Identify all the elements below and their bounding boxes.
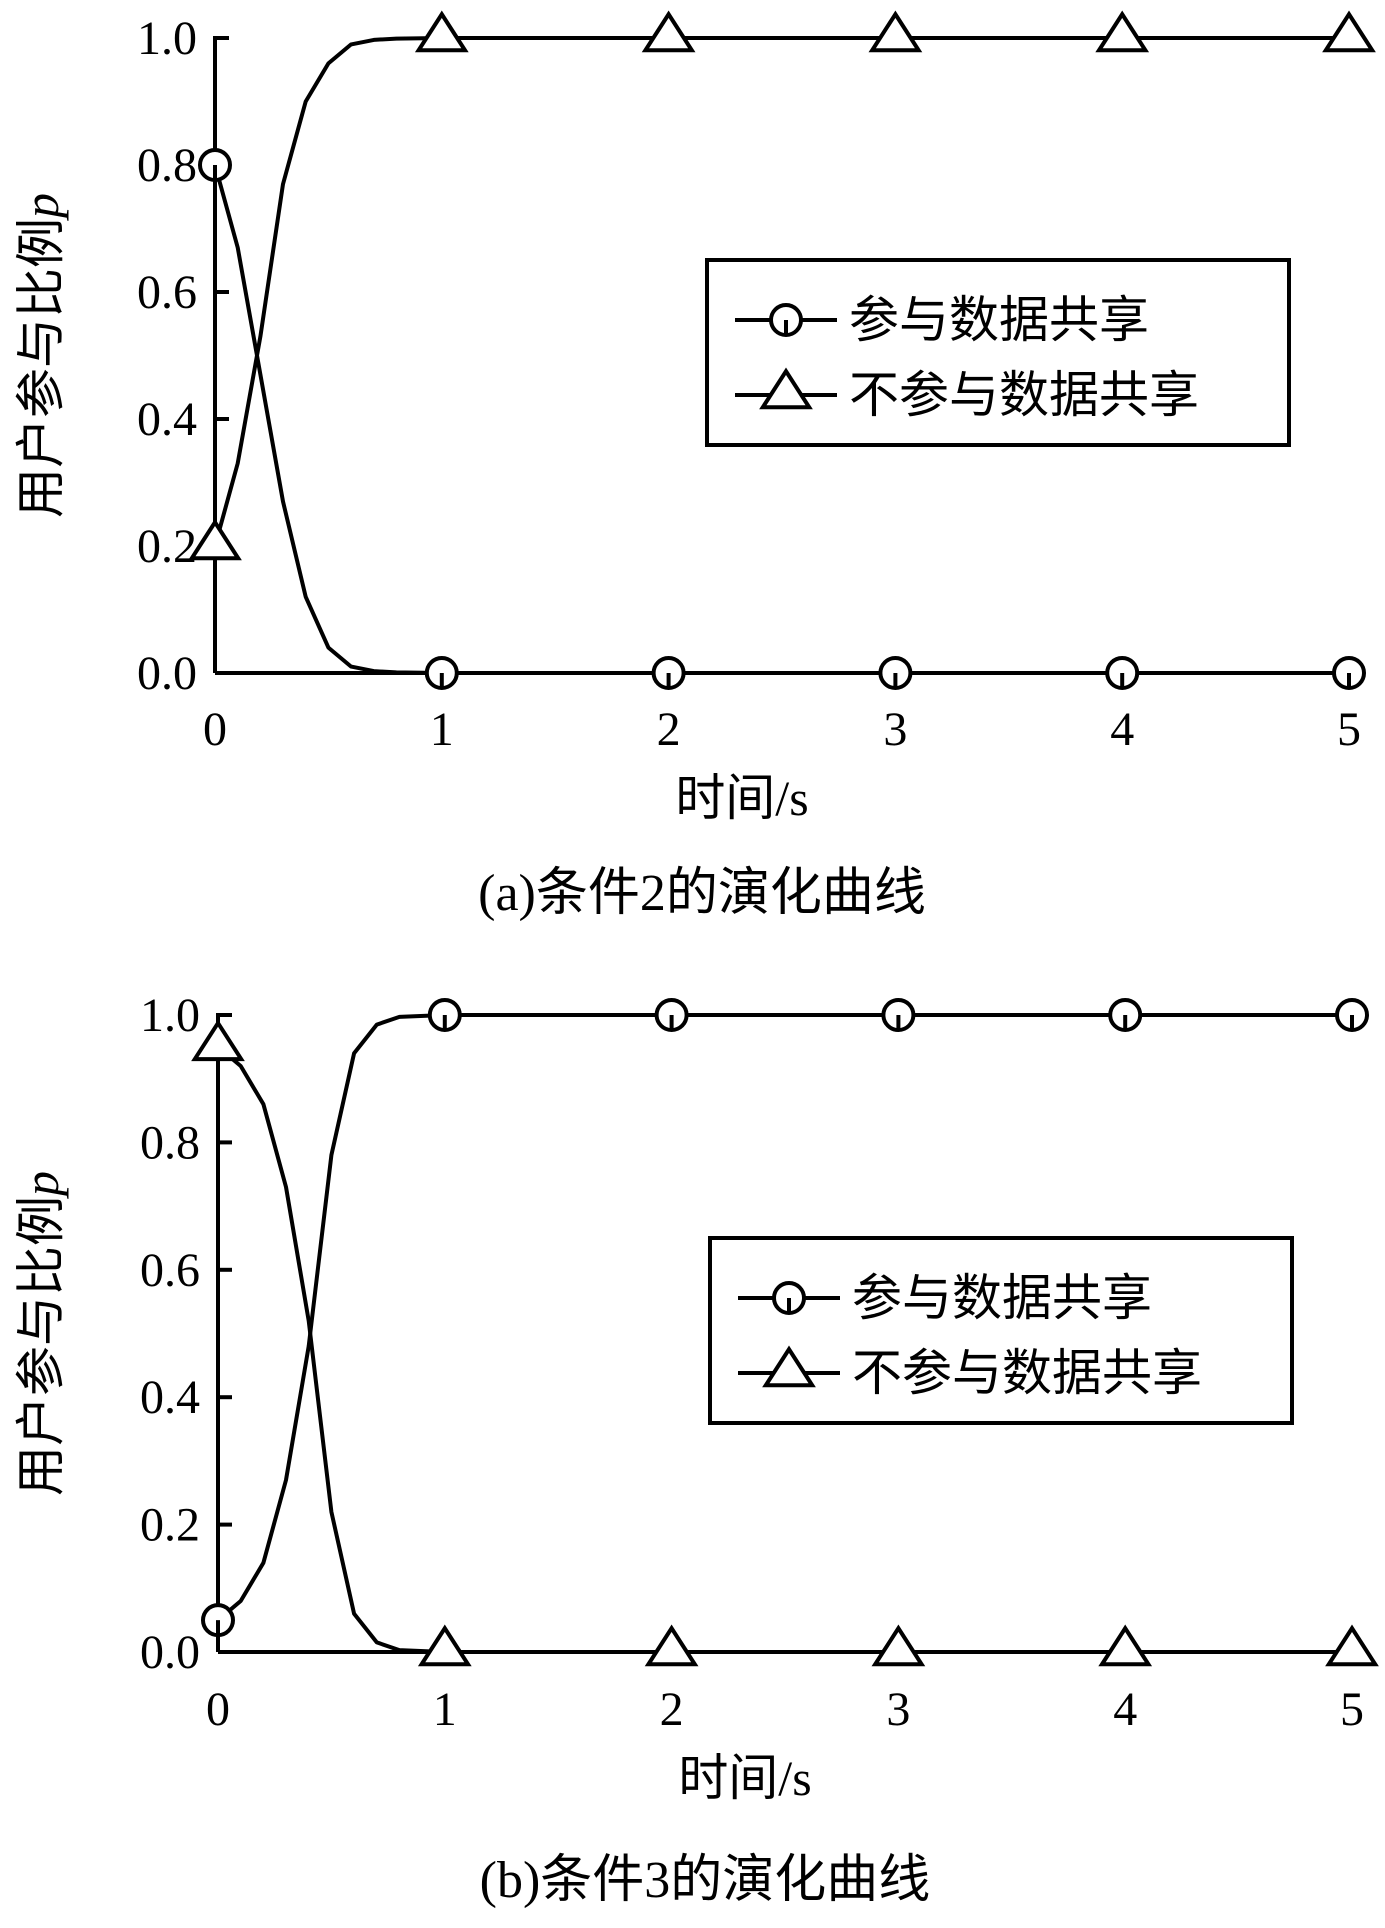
y-tick-label: 1.0 (140, 989, 200, 1042)
chart-caption: (b)条件3的演化曲线 (480, 1852, 931, 1909)
x-tick-label: 0 (203, 703, 227, 756)
y-axis-label: 用户参与比例p (13, 1171, 69, 1496)
y-tick-label: 1.0 (137, 12, 197, 65)
triangle-marker (414, 10, 469, 53)
triangle-marker (1322, 10, 1376, 53)
x-tick-label: 1 (430, 703, 454, 756)
triangle-marker (759, 367, 813, 410)
triangle-marker (762, 1345, 816, 1388)
chart-panel-a: 0.0 0.2 0.4 0.6 0.8 1.0 0 1 2 3 4 5 时间/s 用户参与比例p (a)条件… (13, 10, 1376, 922)
legend-label: 不参与数据共享 (852, 1345, 1202, 1401)
triangle-marker (417, 1624, 472, 1667)
series-line-not-participate (213, 36, 1349, 547)
y-axis-label-var: p (13, 1171, 69, 1199)
x-tick-label: 0 (206, 1683, 230, 1736)
y-axis-label-var: p (13, 193, 69, 221)
triangle-marker (1095, 10, 1150, 53)
legend-label: 不参与数据共享 (849, 367, 1199, 423)
y-tick-label: 0.4 (137, 393, 197, 446)
x-tick-label: 2 (657, 703, 681, 756)
series-line-participate (216, 1013, 1352, 1622)
y-tick-label: 0.6 (140, 1244, 200, 1297)
x-tick-label: 1 (433, 1683, 457, 1736)
triangle-marker (868, 10, 923, 53)
y-axis-label-group: 用户参与比例p (13, 1171, 69, 1496)
x-axis-label: 时间/s (675, 770, 808, 826)
series-line-not-participate (216, 1045, 1352, 1654)
x-tick-label: 2 (660, 1683, 684, 1736)
y-tick-label: 0.0 (137, 647, 197, 700)
y-tick-label: 0.0 (140, 1626, 200, 1679)
x-tick-label: 4 (1110, 703, 1134, 756)
triangle-marker (191, 1019, 245, 1062)
y-tick-label: 0.2 (137, 520, 197, 573)
y-tick-label: 0.2 (140, 1499, 200, 1552)
triangle-marker (644, 1624, 699, 1667)
triangle-marker (1098, 1624, 1153, 1667)
legend-label: 参与数据共享 (852, 1270, 1152, 1326)
legend-label: 参与数据共享 (849, 292, 1149, 348)
triangle-marker (641, 10, 696, 53)
triangle-marker (188, 518, 242, 561)
chart-caption: (a)条件2的演化曲线 (478, 865, 926, 922)
x-tick-label: 3 (886, 1683, 910, 1736)
triangle-marker (1325, 1624, 1379, 1667)
legend-box (705, 258, 1291, 447)
legend-box (708, 1236, 1294, 1425)
y-axis-label: 用户参与比例p (13, 193, 69, 518)
y-axis-label-group: 用户参与比例p (13, 193, 69, 518)
y-tick-label: 0.6 (137, 266, 197, 319)
y-tick-label: 0.8 (137, 139, 197, 192)
x-tick-label: 3 (883, 703, 907, 756)
y-tick-label: 0.4 (140, 1371, 200, 1424)
series-line-participate (213, 164, 1349, 675)
x-tick-label: 5 (1337, 703, 1361, 756)
chart-panel-b: 0.0 0.2 0.4 0.6 0.8 1.0 0 1 2 3 4 5 时间/s 用户参与比例p (b)条件… (13, 989, 1379, 1909)
x-tick-label: 4 (1113, 1683, 1137, 1736)
triangle-marker (871, 1624, 926, 1667)
x-tick-label: 5 (1340, 1683, 1364, 1736)
x-axis-label: 时间/s (678, 1750, 811, 1806)
y-tick-label: 0.8 (140, 1116, 200, 1169)
